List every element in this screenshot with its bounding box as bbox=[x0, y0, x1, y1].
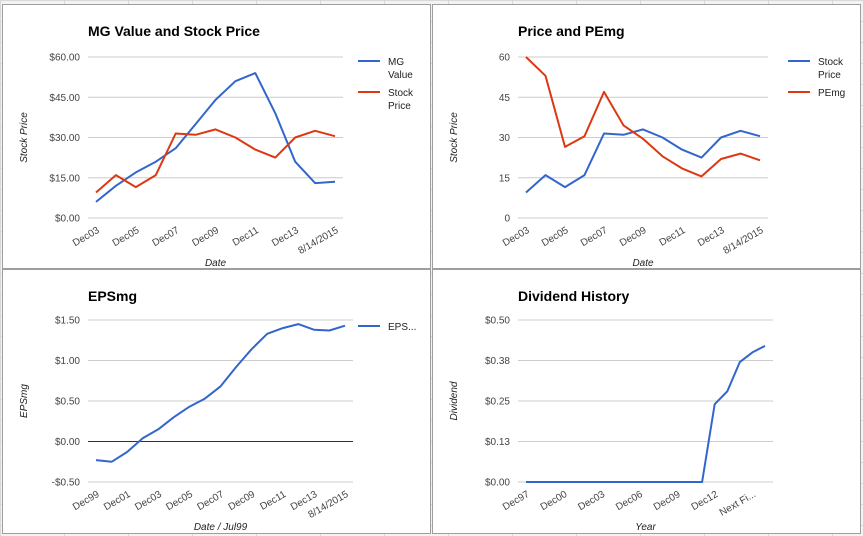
x-tick-label: Dec97 bbox=[501, 489, 532, 513]
x-tick-label: Dec99 bbox=[71, 489, 102, 513]
y-tick-label: $30.00 bbox=[49, 133, 80, 144]
x-tick-label: Dec11 bbox=[231, 225, 261, 249]
y-tick-label: $0.00 bbox=[55, 214, 80, 225]
legend-label: Price bbox=[818, 70, 841, 81]
x-tick-label: Dec03 bbox=[501, 225, 532, 249]
series-line-stock-price bbox=[95, 128, 336, 194]
y-tick-label: $60.00 bbox=[49, 53, 80, 64]
x-tick-label: Dec03 bbox=[576, 489, 607, 513]
y-tick-label: $0.00 bbox=[55, 437, 80, 448]
y-tick-label: $45.00 bbox=[49, 93, 80, 104]
chart-panel-dividend-history[interactable]: Dividend History $0.00 $0.13 $0.25 $0.38 $0.5… bbox=[432, 269, 861, 534]
y-tick-label: 15 bbox=[499, 173, 511, 184]
y-axis-title: Dividend bbox=[449, 381, 460, 420]
x-tick-label: Dec01 bbox=[102, 489, 133, 513]
y-tick-label: $1.00 bbox=[55, 356, 80, 367]
x-tick-label: Dec07 bbox=[579, 225, 610, 249]
y-tick-label: 60 bbox=[499, 53, 511, 64]
legend-label: Price bbox=[388, 101, 411, 112]
chart-title: Price and PEmg bbox=[518, 23, 625, 39]
chart-title: Dividend History bbox=[518, 288, 629, 304]
x-tick-label: Dec09 bbox=[227, 489, 258, 513]
x-tick-label: 8/14/2015 bbox=[296, 225, 340, 257]
y-tick-label: $1.50 bbox=[55, 316, 80, 327]
y-tick-label: -$0.50 bbox=[52, 478, 81, 489]
y-axis-title: Stock Price bbox=[19, 112, 30, 163]
x-tick-label: Dec09 bbox=[618, 225, 649, 249]
chart-svg-div: Dividend History $0.00 $0.13 $0.25 $0.38 $0.5… bbox=[449, 288, 773, 533]
x-axis-title: Year bbox=[635, 522, 656, 533]
chart-panel-price-pemg[interactable]: Price and PEmg 0 15 30 45 60 Dec03 Dec05 Dec07 De… bbox=[432, 4, 861, 269]
x-axis-title: Date bbox=[205, 258, 227, 269]
chart-panel-mg-value-stock-price[interactable]: MG Value and Stock Price $0.00 $15.00 $30.0… bbox=[2, 4, 431, 269]
x-tick-label: Dec13 bbox=[696, 225, 727, 249]
x-tick-label: Dec09 bbox=[190, 225, 221, 249]
y-tick-label: 0 bbox=[504, 214, 510, 225]
x-tick-label: Dec13 bbox=[270, 225, 301, 249]
y-axis-title: EPSmg bbox=[19, 384, 30, 418]
y-tick-label: $0.50 bbox=[485, 316, 510, 327]
series-line-mg-value bbox=[95, 72, 336, 203]
x-tick-label: Dec00 bbox=[539, 489, 570, 513]
legend-label: Stock bbox=[818, 57, 844, 68]
x-tick-label: Dec03 bbox=[133, 489, 164, 513]
x-tick-label: Dec03 bbox=[71, 225, 102, 249]
x-tick-label: Dec05 bbox=[111, 225, 142, 249]
legend-label: MG bbox=[388, 57, 404, 68]
legend-label: Value bbox=[388, 70, 413, 81]
x-tick-label: Dec11 bbox=[258, 489, 288, 513]
chart-svg-mg: MG Value and Stock Price $0.00 $15.00 $30.0… bbox=[19, 23, 414, 269]
x-tick-label: Dec12 bbox=[690, 489, 721, 513]
chart-svg-pe: Price and PEmg 0 15 30 45 60 Dec03 Dec05 Dec07 De… bbox=[449, 23, 845, 269]
y-tick-label: 45 bbox=[499, 93, 511, 104]
x-tick-label: Dec09 bbox=[652, 489, 683, 513]
x-tick-label: Dec06 bbox=[614, 489, 645, 513]
chart-title: EPSmg bbox=[88, 288, 137, 304]
y-tick-label: $0.25 bbox=[485, 397, 510, 408]
x-tick-label: 8/14/2015 bbox=[721, 225, 765, 257]
x-tick-label: Dec07 bbox=[151, 225, 182, 249]
series-line-pemg bbox=[525, 56, 761, 178]
y-tick-label: $0.00 bbox=[485, 478, 510, 489]
x-axis-title: Date bbox=[632, 258, 654, 269]
series-line-eps bbox=[95, 323, 346, 463]
x-tick-label: Dec05 bbox=[540, 225, 571, 249]
y-tick-label: 30 bbox=[499, 133, 511, 144]
chart-title: MG Value and Stock Price bbox=[88, 23, 260, 39]
x-tick-label: Dec05 bbox=[164, 489, 195, 513]
chart-panel-epsmg[interactable]: EPSmg -$0.50 $0.00 $0.50 $1.00 $1.50 Dec99 Dec0… bbox=[2, 269, 431, 534]
y-axis-title: Stock Price bbox=[449, 112, 460, 163]
y-tick-label: $0.13 bbox=[485, 437, 510, 448]
x-tick-label: Next Fi... bbox=[718, 489, 758, 519]
y-tick-label: $0.50 bbox=[55, 397, 80, 408]
legend-label: Stock bbox=[388, 88, 414, 99]
x-tick-label: Dec11 bbox=[658, 225, 688, 249]
x-axis-title: Date / Jul99 bbox=[194, 522, 248, 533]
legend-label: EPS... bbox=[388, 322, 416, 333]
x-tick-label: Dec07 bbox=[195, 489, 226, 513]
legend-label: PEmg bbox=[818, 88, 845, 99]
y-tick-label: $15.00 bbox=[49, 173, 80, 184]
series-line-dividend bbox=[526, 345, 766, 483]
y-tick-label: $0.38 bbox=[485, 356, 510, 367]
